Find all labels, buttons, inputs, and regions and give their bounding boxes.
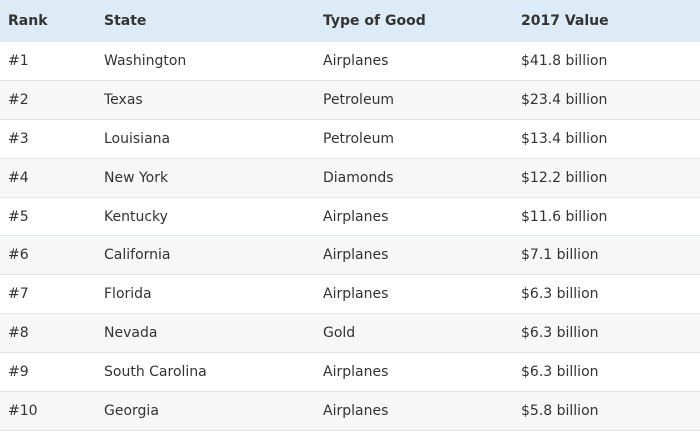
table-row: #9 South Carolina Airplanes $6.3 billion xyxy=(0,353,700,393)
table-cell: Diamonds xyxy=(323,169,394,186)
table-cell: $11.6 billion xyxy=(521,208,608,225)
table-cell: Texas xyxy=(104,91,143,108)
table-cell: Airplanes xyxy=(323,364,389,381)
table-cell: #10 xyxy=(8,403,38,420)
table-cell: #9 xyxy=(8,364,29,381)
table-cell: Airplanes xyxy=(323,403,389,420)
header-row: Rank State Type of Good 2017 Value xyxy=(0,0,700,42)
header-cell: 2017 Value xyxy=(521,12,609,29)
table-cell: Washington xyxy=(104,52,187,69)
table-row: #10 Georgia Airplanes $5.8 billion xyxy=(0,392,700,431)
table-cell: #1 xyxy=(8,52,29,69)
table-cell: $13.4 billion xyxy=(521,130,608,147)
table-cell: Airplanes xyxy=(323,52,389,69)
table-cell: South Carolina xyxy=(104,364,207,381)
table-cell: #3 xyxy=(8,130,29,147)
table-cell: #6 xyxy=(8,247,29,264)
table-row: #6 California Airplanes $7.1 billion xyxy=(0,236,700,276)
table-cell: #7 xyxy=(8,286,29,303)
table-cell: Airplanes xyxy=(323,208,389,225)
table-cell: $41.8 billion xyxy=(521,52,608,69)
table-cell: $7.1 billion xyxy=(521,247,599,264)
table-row: #2 Texas Petroleum $23.4 billion xyxy=(0,80,700,120)
table-cell: $6.3 billion xyxy=(521,364,599,381)
table-cell: #8 xyxy=(8,325,29,342)
table-cell: $23.4 billion xyxy=(521,91,608,108)
table-cell: Airplanes xyxy=(323,247,389,264)
table-row: #1 Washington Airplanes $41.8 billion xyxy=(0,42,700,81)
table-cell: California xyxy=(104,247,171,264)
table-cell: Nevada xyxy=(104,325,158,342)
table-cell: $5.8 billion xyxy=(521,403,599,420)
table-cell: Petroleum xyxy=(323,91,395,108)
table-cell: Florida xyxy=(104,286,152,303)
header-cell: Rank xyxy=(8,12,48,29)
table-row: #5 Kentucky Airplanes $11.6 billion xyxy=(0,197,700,237)
table-cell: Kentucky xyxy=(104,208,168,225)
table-row: #4 New York Diamonds $12.2 billion xyxy=(0,158,700,198)
table-cell: #4 xyxy=(8,169,29,186)
table-cell: Georgia xyxy=(104,403,159,420)
table-cell: Petroleum xyxy=(323,130,395,147)
table-row: #7 Florida Airplanes $6.3 billion xyxy=(0,275,700,315)
table-cell: Louisiana xyxy=(104,130,171,147)
table-cell: New York xyxy=(104,169,169,186)
table-row: #3 Louisiana Petroleum $13.4 billion xyxy=(0,119,700,159)
table-cell: $12.2 billion xyxy=(521,169,608,186)
table-cell: Gold xyxy=(323,325,356,342)
header-cell: Type of Good xyxy=(323,12,426,29)
table-cell: #5 xyxy=(8,208,29,225)
table-cell: $6.3 billion xyxy=(521,325,599,342)
table-cell: $6.3 billion xyxy=(521,286,599,303)
table-cell: #2 xyxy=(8,91,29,108)
header-cell: State xyxy=(104,12,147,29)
table-cell: Airplanes xyxy=(323,286,389,303)
table-row: #8 Nevada Gold $6.3 billion xyxy=(0,314,700,354)
